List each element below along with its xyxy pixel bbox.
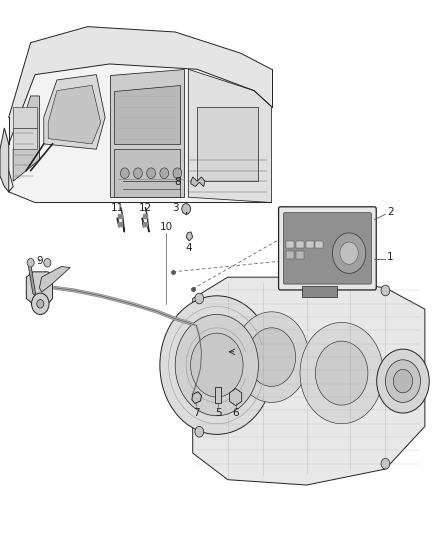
Circle shape — [160, 296, 274, 434]
Polygon shape — [44, 75, 105, 149]
Circle shape — [32, 293, 49, 314]
Circle shape — [377, 349, 429, 413]
Circle shape — [381, 285, 390, 296]
Circle shape — [182, 204, 191, 214]
Bar — [13, 128, 37, 149]
Polygon shape — [9, 27, 272, 144]
Polygon shape — [114, 85, 180, 144]
Circle shape — [385, 360, 420, 402]
Text: 11: 11 — [111, 203, 124, 213]
Polygon shape — [48, 85, 101, 144]
Circle shape — [340, 242, 358, 264]
Text: 4: 4 — [186, 243, 193, 253]
Bar — [296, 241, 304, 248]
Circle shape — [191, 333, 243, 397]
Bar — [215, 387, 221, 403]
Text: 5: 5 — [215, 408, 222, 418]
FancyBboxPatch shape — [279, 207, 376, 290]
Circle shape — [393, 369, 413, 393]
Text: 8: 8 — [174, 177, 180, 187]
Bar — [286, 251, 294, 259]
FancyBboxPatch shape — [283, 213, 371, 284]
Bar — [13, 107, 37, 128]
Circle shape — [27, 259, 34, 267]
Polygon shape — [192, 392, 201, 403]
Polygon shape — [0, 128, 9, 192]
Circle shape — [173, 168, 182, 179]
Polygon shape — [13, 96, 39, 181]
Polygon shape — [191, 177, 205, 187]
Circle shape — [175, 314, 258, 416]
Circle shape — [37, 300, 44, 308]
Circle shape — [234, 312, 309, 402]
Bar — [315, 241, 323, 248]
Bar — [197, 107, 258, 181]
Circle shape — [147, 168, 155, 179]
Text: 6: 6 — [232, 408, 239, 418]
Circle shape — [44, 259, 51, 267]
Polygon shape — [193, 277, 425, 485]
Bar — [306, 241, 314, 248]
Circle shape — [134, 168, 142, 179]
Text: 7: 7 — [193, 408, 200, 418]
Circle shape — [120, 168, 129, 179]
Circle shape — [300, 322, 383, 424]
Polygon shape — [230, 389, 242, 406]
Circle shape — [160, 168, 169, 179]
Polygon shape — [39, 266, 70, 292]
Bar — [302, 286, 337, 297]
Circle shape — [195, 293, 204, 304]
Circle shape — [315, 341, 368, 405]
Text: 2: 2 — [387, 207, 393, 216]
Text: 3: 3 — [172, 203, 179, 213]
Polygon shape — [188, 69, 272, 203]
Polygon shape — [9, 64, 272, 203]
Circle shape — [195, 426, 204, 437]
Text: 1: 1 — [387, 252, 393, 262]
Circle shape — [381, 458, 390, 469]
Polygon shape — [26, 272, 53, 304]
Polygon shape — [110, 69, 184, 197]
Text: 12: 12 — [139, 203, 152, 213]
Circle shape — [332, 233, 366, 273]
Bar — [114, 149, 180, 197]
Circle shape — [247, 328, 296, 386]
Text: 10: 10 — [160, 222, 173, 232]
Bar — [296, 251, 304, 259]
Bar — [286, 241, 294, 248]
Text: 9: 9 — [36, 256, 43, 266]
Polygon shape — [186, 232, 193, 241]
